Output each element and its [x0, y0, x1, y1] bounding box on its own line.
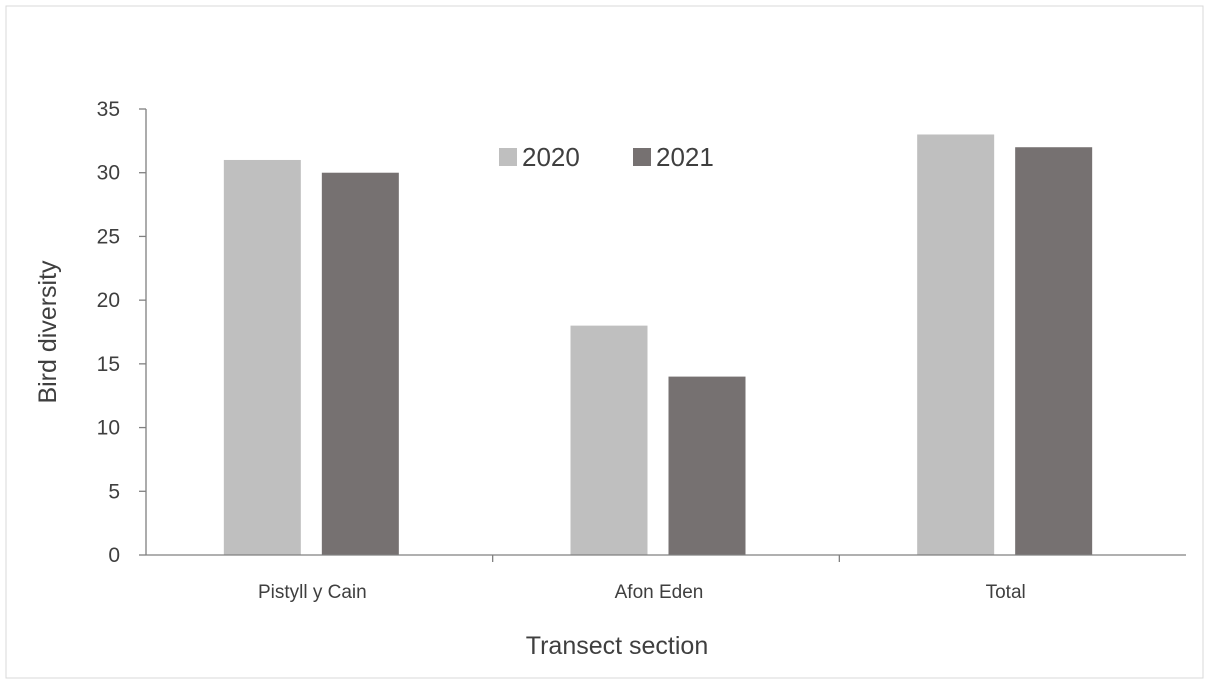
bars	[223, 134, 1093, 555]
x-tick-label: Afon Eden	[615, 582, 704, 603]
x-tick-label: Total	[986, 582, 1026, 603]
y-tick-label: 25	[97, 225, 120, 248]
y-tick-label: 20	[97, 289, 120, 312]
chart-frame	[5, 5, 1204, 679]
bar-2021	[1015, 147, 1093, 555]
x-axis-title: Transect section	[526, 632, 708, 660]
bar-2020	[223, 159, 301, 555]
y-tick-label: 10	[97, 417, 120, 440]
legend: 2020 2021	[499, 142, 714, 172]
x-axis: Pistyll y Cain Afon Eden Total	[258, 555, 1026, 603]
y-axis-title: Bird diversity	[34, 260, 62, 404]
x-tick-label: Pistyll y Cain	[258, 582, 367, 603]
legend-swatch-2020	[499, 148, 517, 166]
bar-2020	[570, 325, 648, 555]
bar-2021	[668, 376, 746, 555]
bar-2021	[321, 172, 399, 555]
legend-swatch-2021	[633, 148, 651, 166]
legend-label-2020: 2020	[522, 142, 580, 172]
y-tick-label: 30	[97, 162, 120, 185]
y-tick-label: 0	[108, 544, 120, 567]
bar-2020	[917, 134, 995, 555]
y-tick-label: 15	[97, 353, 120, 376]
legend-label-2021: 2021	[656, 142, 714, 172]
y-tick-label: 5	[108, 480, 120, 503]
y-axis: 0 5 10 15 20 25 30 35	[97, 98, 146, 567]
y-tick-label: 35	[97, 98, 120, 121]
